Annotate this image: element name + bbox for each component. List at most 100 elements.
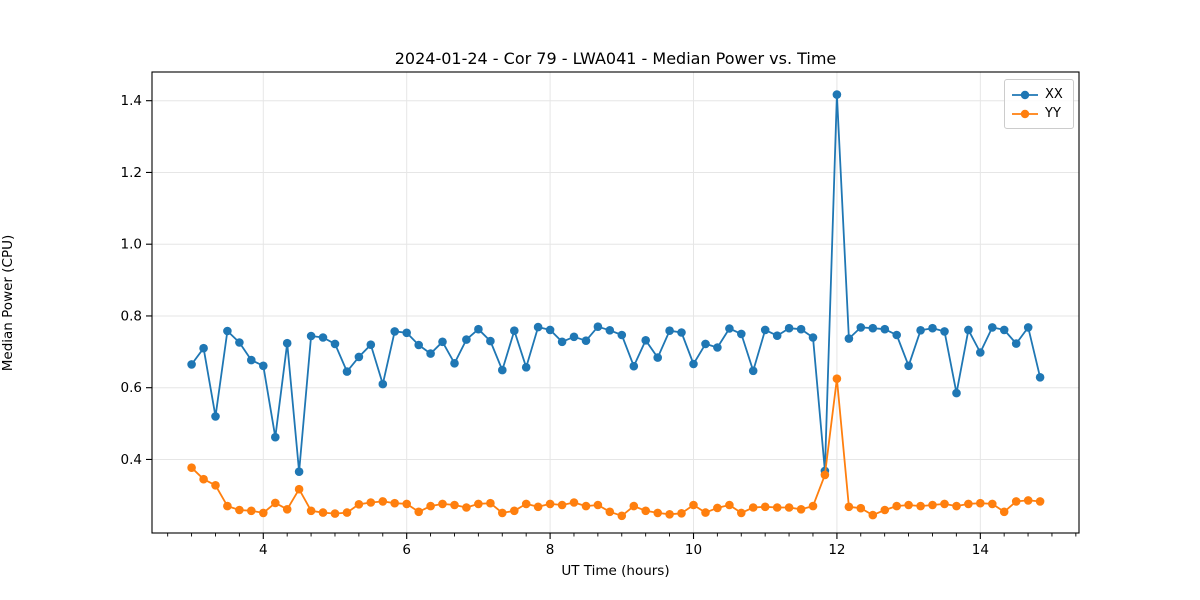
data-point-XX [414, 340, 424, 350]
data-point-XX [533, 322, 543, 332]
data-point-XX [450, 359, 459, 368]
data-point-YY [521, 499, 531, 509]
data-point-XX [737, 329, 746, 339]
data-point-YY [820, 470, 830, 480]
data-point-XX [545, 325, 555, 335]
data-point-YY [976, 498, 985, 508]
data-point-YY [390, 498, 400, 508]
data-point-XX [354, 352, 364, 362]
data-point-YY [928, 500, 937, 510]
data-point-YY [462, 503, 471, 512]
data-point-YY [796, 505, 806, 514]
data-point-YY [737, 508, 746, 518]
data-point-YY [306, 506, 316, 516]
axes-frame [151, 71, 1080, 534]
data-point-YY [486, 498, 495, 508]
data-point-YY [557, 500, 567, 510]
data-point-YY [880, 505, 890, 515]
data-point-XX [976, 348, 985, 357]
legend-label-yy: YY [1045, 106, 1061, 121]
data-point-YY [916, 501, 925, 511]
data-point-YY [235, 505, 244, 515]
data-point-YY [259, 508, 268, 518]
data-point-YY [498, 508, 507, 518]
legend-yy-line-icon [1012, 109, 1038, 118]
data-point-XX [928, 323, 937, 333]
data-point-XX [282, 338, 292, 348]
chart-title: 2024-01-24 - Cor 79 - LWA041 - Median Po… [394, 49, 837, 68]
data-point-YY [1023, 496, 1033, 505]
data-point-YY [199, 474, 208, 484]
legend-label-xx: XX [1045, 87, 1063, 102]
data-point-XX [486, 336, 495, 346]
series-line-YY [190, 377, 1041, 517]
data-point-YY [271, 498, 280, 508]
data-point-XX [999, 325, 1009, 335]
data-point-YY [868, 510, 878, 520]
data-point-YY [426, 501, 435, 511]
data-point-XX [653, 353, 662, 362]
data-point-YY [414, 507, 424, 517]
data-point-YY [223, 501, 232, 511]
data-point-XX [868, 323, 878, 333]
data-point-XX [748, 366, 758, 376]
data-point-XX [569, 332, 579, 342]
data-point-YY [581, 501, 591, 511]
data-point-YY [605, 507, 615, 517]
data-point-XX [271, 432, 280, 442]
data-point-XX [880, 324, 890, 334]
data-point-YY [641, 506, 650, 516]
y-tick-label: 1.4 [121, 93, 142, 109]
data-point-YY [856, 503, 866, 513]
x-tick-label: 4 [259, 542, 268, 558]
data-point-XX [689, 359, 698, 369]
data-point-XX [510, 326, 519, 336]
y-tick-label: 0.6 [121, 380, 142, 396]
data-point-YY [318, 508, 328, 517]
data-point-XX [462, 335, 471, 344]
data-point-XX [402, 328, 412, 338]
data-point-XX [832, 90, 842, 99]
x-axis-label: UT Time (hours) [561, 563, 670, 579]
data-point-YY [904, 500, 913, 510]
data-point-XX [223, 326, 232, 336]
legend-entry-yy: YY [1012, 104, 1065, 123]
data-point-XX [294, 467, 304, 477]
data-point-XX [1035, 373, 1045, 382]
data-point-XX [187, 360, 196, 369]
data-point-XX [306, 331, 316, 341]
data-point-YY [713, 503, 722, 513]
data-point-XX [521, 363, 531, 372]
series-line-XX [190, 93, 1041, 473]
y-tick-label: 1.0 [121, 237, 142, 253]
data-point-XX [617, 330, 627, 340]
data-point-YY [438, 499, 447, 509]
data-point-XX [988, 323, 997, 332]
data-point-YY [725, 500, 734, 510]
data-point-YY [999, 507, 1009, 517]
data-point-XX [1011, 339, 1021, 348]
data-point-YY [988, 499, 997, 509]
data-point-YY [247, 506, 256, 516]
data-point-XX [629, 361, 639, 371]
data-point-XX [701, 339, 710, 349]
data-point-YY [940, 499, 949, 509]
data-point-XX [892, 330, 901, 340]
data-point-XX [784, 323, 794, 333]
data-point-XX [438, 337, 447, 347]
data-point-XX [713, 343, 722, 352]
x-tick-label: 8 [546, 542, 555, 558]
data-point-XX [581, 336, 591, 346]
data-point-XX [557, 337, 567, 347]
data-point-YY [474, 499, 483, 509]
data-point-XX [605, 326, 615, 335]
data-point-XX [796, 324, 806, 334]
data-point-YY [1035, 497, 1045, 506]
data-point-XX [725, 324, 734, 333]
data-point-XX [211, 412, 220, 421]
data-point-XX [593, 322, 603, 332]
data-point-YY [366, 498, 376, 507]
data-point-YY [665, 510, 674, 519]
data-point-YY [211, 481, 220, 490]
